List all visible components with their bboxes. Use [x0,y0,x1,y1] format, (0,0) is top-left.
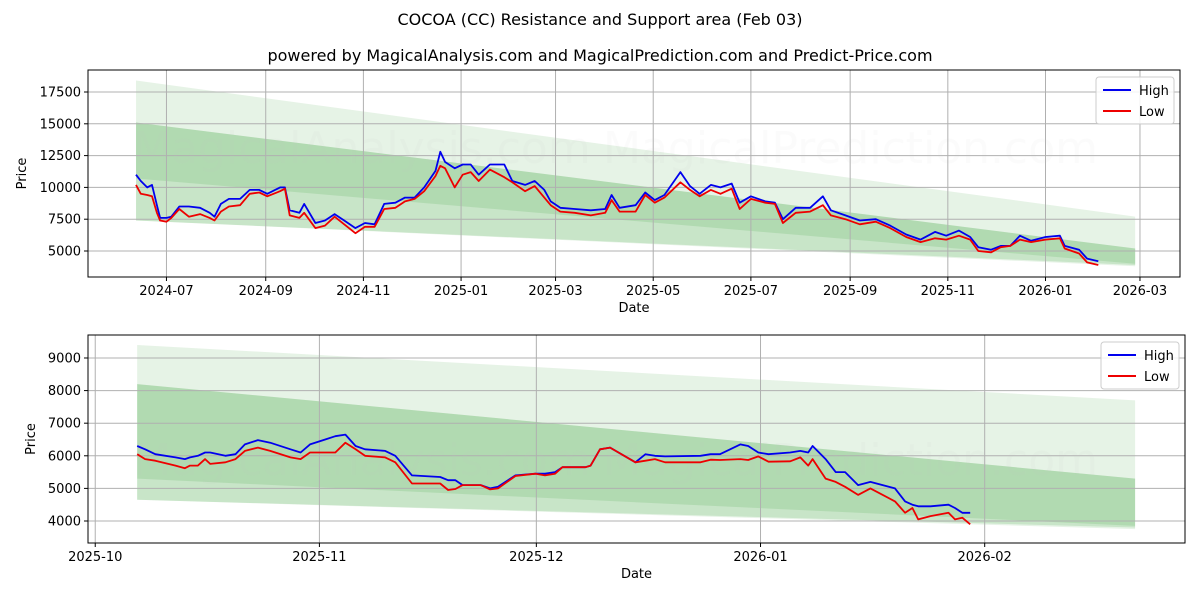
x-tick-label: 2026-01 [733,550,787,565]
legend-label-high: High [1139,84,1169,99]
x-tick-label: 2026-02 [958,550,1012,565]
legend: High Low [1100,341,1180,390]
y-tick-label: 6000 [48,449,81,464]
legend-box [1100,341,1180,390]
x-tick-label: 2025-09 [823,284,877,299]
x-tick-label: 2025-10 [68,550,122,565]
legend-box [1095,76,1175,125]
y-tick-label: 15000 [40,117,81,132]
plot-bottom: 2025-10 2025-11 2025-12 2026-01 2026-02 4000 5… [24,334,1186,582]
band-inner [137,384,1136,526]
y-tick-label: 7000 [48,417,81,432]
x-tick-label: 2024-07 [139,284,193,299]
y-tick-label: 5000 [48,482,81,497]
chart-title: COCOA (CC) Resistance and Support area (… [397,10,803,29]
x-tick-label: 2024-09 [239,284,293,299]
x-tick-label: 2025-01 [434,284,488,299]
series-low-line [136,441,971,525]
band-outer [136,80,1136,267]
legend: High Low [1095,76,1175,125]
watermark: MagicalAnalysis.com [133,435,591,486]
x-tick-label: 2025-03 [528,284,582,299]
y-tick-label: 10000 [40,181,81,196]
series-low-line [135,164,1099,266]
band-middle [136,122,1136,265]
x-tick-label: 2025-11 [921,284,975,299]
legend-label-low: Low [1139,105,1165,120]
series-high-line [135,150,1099,263]
x-tick-label: 2025-11 [292,550,346,565]
legend-label-low: Low [1144,370,1170,385]
watermark: MagicalPrediction.com [603,123,1098,174]
band-inner [136,122,1136,264]
y-tick-label: 12500 [40,149,81,164]
series-high-line [136,433,971,514]
x-tick-label: 2026-03 [1113,284,1167,299]
y-axis-label: Price [24,423,39,455]
x-tick-label: 2026-01 [1018,284,1072,299]
y-tick-label: 5000 [48,245,81,260]
legend-label-high: High [1144,349,1174,364]
y-tick-label: 9000 [48,351,81,366]
plot-top: 2024-07 2024-09 2024-11 2025-01 2025-03 2025-… [15,69,1181,316]
y-tick-label: 17500 [40,86,81,101]
y-tick-label: 4000 [48,514,81,529]
y-tick-label: 7500 [48,213,81,228]
y-axis-label: Price [15,158,30,190]
plot-frame [87,69,1181,278]
x-axis-label: Date [621,567,652,582]
x-tick-label: 2025-07 [724,284,778,299]
x-tick-label: 2024-11 [336,284,390,299]
x-tick-label: 2025-05 [626,284,680,299]
x-tick-label: 2025-12 [509,550,563,565]
plot-frame [87,334,1186,544]
chart-subtitle: powered by MagicalAnalysis.com and Magic… [267,46,933,65]
x-axis-label: Date [618,301,649,316]
watermark: MagicalAnalysis.com [133,123,591,174]
y-tick-label: 8000 [48,384,81,399]
